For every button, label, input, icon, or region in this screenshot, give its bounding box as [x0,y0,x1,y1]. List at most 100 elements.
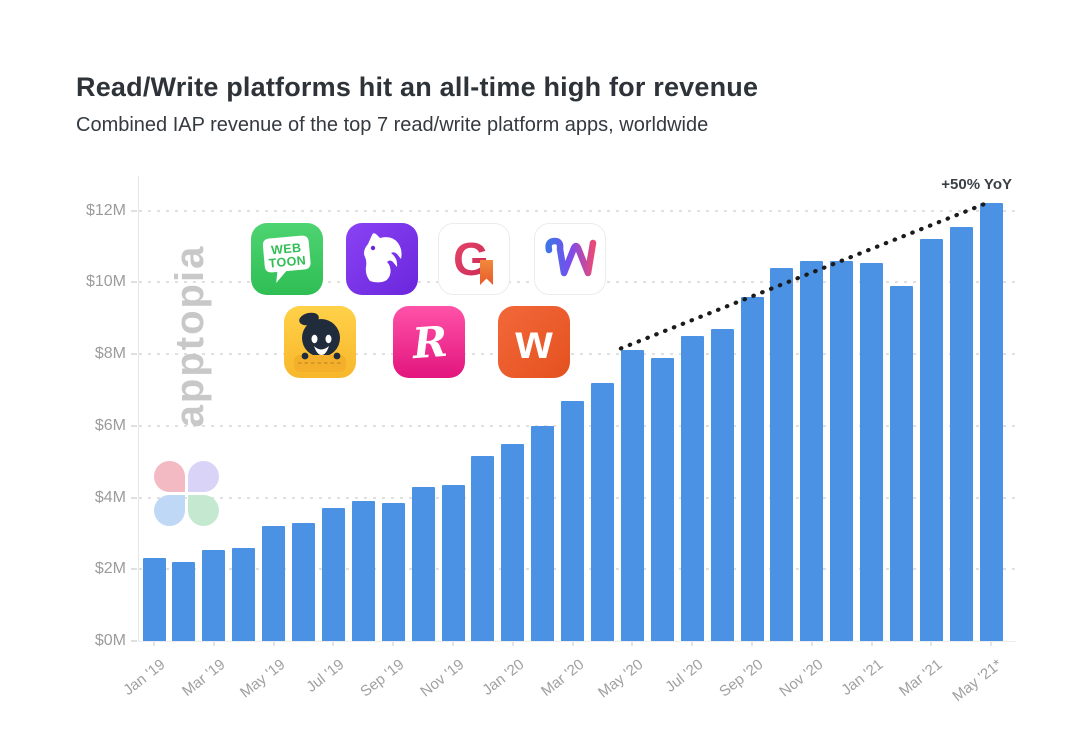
webtoon-app-icon: WEB TOON [251,223,323,295]
bar-mar--19 [202,549,226,641]
radish-app-icon: R [393,306,465,378]
x-tick-mark [332,642,335,646]
x-tick-label: Jul '19 [303,656,348,696]
apptopia-watermark-text: apptopia [168,244,212,428]
bar-mar--20 [561,400,585,641]
x-tick-mark [153,642,155,646]
y-tick-mark [131,353,137,355]
goodnovel-app-icon: G [438,223,510,295]
y-tick-mark [131,281,137,284]
bar-apr--19 [232,547,256,641]
bar-aug--19 [351,501,375,641]
x-tick-label: Sep '19 [357,656,408,701]
x-tick-mark [870,642,873,646]
gridline-$8M [139,353,1016,355]
y-tick-label: $12M [85,201,126,219]
x-tick-label: Mar '21 [896,656,946,700]
webtoon-text-line1: WEB [271,241,302,258]
x-tick-mark [272,642,275,646]
bar-dec--19 [471,456,495,641]
x-tick-mark [212,642,215,646]
trend-annotation: +50% YoY [941,176,1012,193]
bar-jan--19 [142,558,166,641]
x-tick-label: May '20 [595,656,647,702]
webnovel-w-glyph [545,237,597,277]
petal-lavender [188,461,219,492]
bar-may--19 [262,526,286,641]
bar-apr--21 [949,226,973,641]
page-title: Read/Write platforms hit an all-time hig… [76,72,759,102]
x-tick-mark [751,642,753,646]
x-tick-label: Mar '20 [537,656,588,700]
bar-feb--20 [531,425,555,641]
bookmark-ribbon [480,260,493,285]
bar-feb--21 [890,285,913,641]
petal-pink [154,461,185,492]
x-tick-label: May '21* [949,656,1006,706]
bar-oct--20 [770,267,794,641]
y-tick-mark [131,640,137,642]
webcomics-app-icon [284,306,356,378]
y-tick-mark [131,424,137,427]
x-tick-mark [990,642,993,646]
x-tick-label: Jul '20 [662,656,707,696]
y-tick-label: $10M [85,273,126,291]
petal-blue [154,495,185,526]
wattpad-letter: w [514,316,553,369]
horse-head-glyph [364,233,402,283]
bar-feb--19 [172,562,196,641]
y-tick-label: $2M [94,560,126,578]
x-tick-mark [930,642,933,646]
y-tick-label: $4M [94,488,126,506]
x-tick-label: Jan '19 [120,656,169,699]
x-tick-label: Jan '21 [837,656,887,699]
webtoon-text-line2: TOON [268,253,307,270]
bar-mar--21 [919,239,943,641]
x-tick-label: Jan '20 [479,656,528,699]
y-tick-label: $8M [94,345,126,362]
x-tick-label: May '19 [236,656,289,702]
x-tick-label: Sep '20 [716,656,767,701]
y-tick-mark [131,496,137,499]
webnovel-app-icon [534,223,606,295]
radish-letter: R [410,317,449,368]
bar-oct--19 [411,486,435,641]
bar-jan--20 [501,443,525,641]
apptopia-logo-icon [154,461,220,527]
bar-dec--20 [830,260,854,641]
bar-may--21- [979,203,1003,641]
y-tick-label: $0M [94,632,126,649]
bar-sep--19 [381,502,405,641]
dreame-app-icon [346,223,418,295]
x-tick-label: Nov '20 [776,656,827,701]
petal-green [188,495,219,526]
x-tick-mark [452,642,454,646]
x-tick-mark [631,642,634,646]
bar-nov--20 [800,260,824,641]
bar-jan--21 [860,262,884,641]
bar-apr--20 [591,382,614,641]
bar-jul--20 [680,336,704,641]
x-tick-mark [392,642,395,646]
x-tick-label: Mar '19 [178,656,229,700]
bar-jun--20 [650,357,674,641]
x-tick-mark [810,642,813,646]
bar-jul--19 [321,508,345,641]
bar-jun--19 [292,522,315,641]
y-tick-mark [131,209,137,212]
y-axis-line [138,176,139,641]
y-tick-label: $6M [94,416,126,434]
gridline-$12M [139,209,1016,212]
bar-aug--20 [710,328,734,641]
bar-may--20 [620,350,644,641]
page-subtitle: Combined IAP revenue of the top 7 read/w… [76,114,709,136]
bar-sep--20 [740,296,764,641]
x-tick-mark [691,642,694,646]
x-tick-label: Nov '19 [417,656,468,701]
x-tick-mark [571,642,574,646]
bar-nov--19 [441,484,465,641]
x-axis-line [138,641,1016,642]
x-tick-mark [511,642,514,646]
wattpad-app-icon: w [498,306,570,378]
y-tick-mark [131,568,137,571]
